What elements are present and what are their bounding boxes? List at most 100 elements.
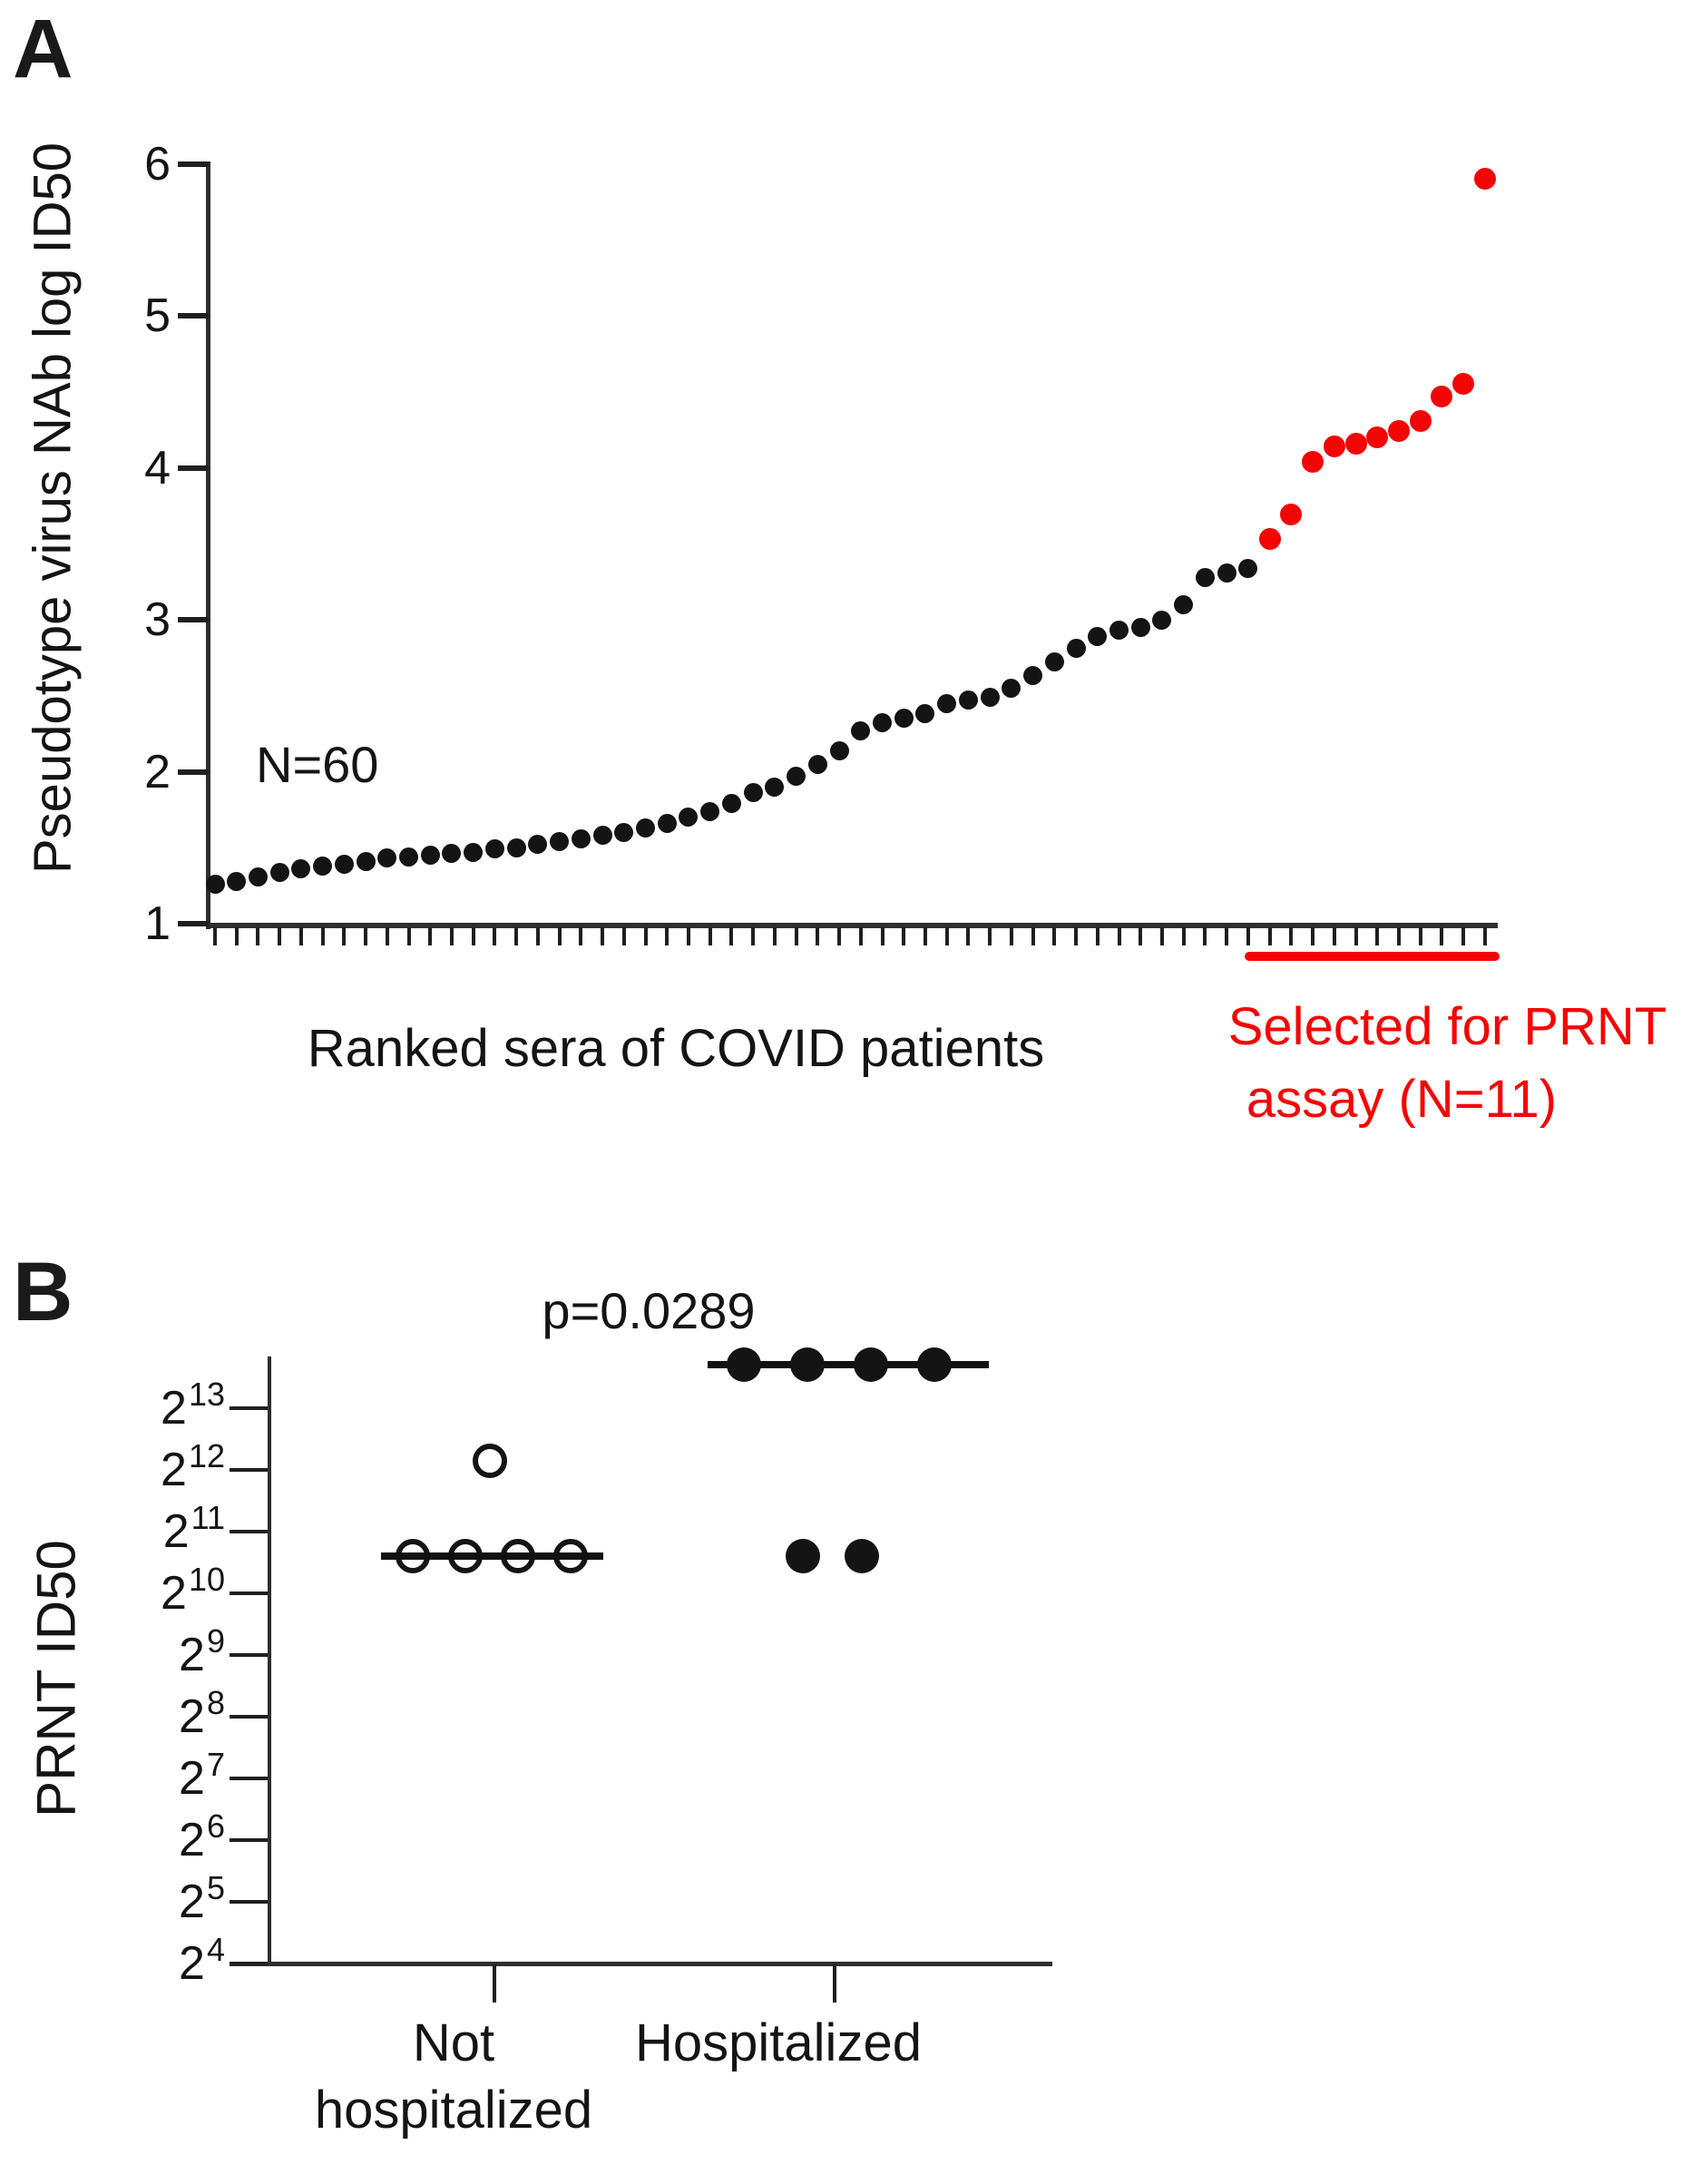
log2-exponent: 5 bbox=[206, 1869, 225, 1906]
panel-a-x-tick bbox=[579, 927, 583, 945]
data-point-filled bbox=[854, 1347, 888, 1383]
panel-a-x-tick bbox=[944, 927, 949, 945]
log2-exponent: 7 bbox=[206, 1746, 225, 1783]
data-point bbox=[765, 777, 785, 797]
panel-a-x-tick bbox=[729, 927, 734, 945]
selected-range-underline bbox=[1245, 952, 1500, 961]
panel-a-x-tick bbox=[493, 927, 497, 945]
panel-a-x-tick bbox=[1095, 927, 1099, 945]
panel-a-x-tick bbox=[621, 927, 626, 945]
data-point bbox=[743, 783, 763, 803]
data-point bbox=[550, 832, 570, 852]
data-point bbox=[571, 828, 591, 848]
data-point bbox=[679, 808, 699, 828]
panel-b-plot-area: 213 212 211 210 29 28 27 26 25 24 bbox=[0, 1180, 1681, 2184]
panel-b-y-tick-label: 210 bbox=[62, 1561, 225, 1628]
data-point bbox=[506, 837, 526, 857]
log2-base: 2 bbox=[161, 1382, 187, 1435]
data-point bbox=[334, 855, 354, 875]
log2-base: 2 bbox=[161, 1444, 187, 1496]
data-point bbox=[420, 846, 440, 866]
data-point bbox=[721, 794, 741, 814]
panel-a-y-tick-label: 2 bbox=[144, 745, 171, 798]
panel-b-y-tick bbox=[230, 1591, 268, 1595]
panel-a-y-tick-label: 6 bbox=[144, 137, 171, 191]
log2-exponent: 13 bbox=[188, 1376, 225, 1413]
panel-b-y-tick bbox=[230, 1468, 268, 1472]
data-point bbox=[528, 835, 548, 855]
panel-a-x-tick bbox=[1332, 927, 1336, 945]
panel-b-y-tick-label: 28 bbox=[62, 1684, 225, 1751]
panel-a-x-tick bbox=[471, 927, 475, 945]
data-point bbox=[873, 713, 893, 733]
data-point-selected bbox=[1258, 528, 1281, 551]
data-point bbox=[248, 867, 268, 886]
data-point bbox=[227, 871, 247, 891]
panel-a-x-tick bbox=[708, 927, 712, 945]
panel-b-y-tick bbox=[230, 1406, 268, 1410]
log2-base: 2 bbox=[179, 1937, 205, 1990]
median-line bbox=[708, 1361, 989, 1369]
data-point bbox=[980, 687, 1000, 707]
data-point-open bbox=[473, 1443, 507, 1478]
log2-base: 2 bbox=[179, 1875, 205, 1928]
panel-a-label: A bbox=[13, 3, 73, 95]
panel-a-x-tick bbox=[449, 927, 454, 945]
selected-annotation-line1: Selected for PRNT bbox=[1227, 997, 1667, 1056]
log2-base: 2 bbox=[162, 1505, 190, 1558]
panel-a-x-tick bbox=[1203, 927, 1207, 945]
panel-a-y-tick bbox=[178, 921, 209, 926]
panel-b-y-tick-label: 212 bbox=[62, 1437, 225, 1504]
panel-a-plot-area: 1 2 3 4 5 6 bbox=[144, 137, 1496, 950]
panel-a-x-tick bbox=[665, 927, 669, 945]
panel-a-x-tick bbox=[1482, 927, 1487, 945]
data-point-filled bbox=[786, 1539, 820, 1574]
panel-a-y-tick bbox=[178, 313, 209, 318]
data-point bbox=[1217, 563, 1236, 583]
data-point bbox=[442, 844, 462, 864]
data-point bbox=[1152, 610, 1172, 630]
data-point bbox=[636, 818, 656, 837]
panel-a-x-tick bbox=[816, 927, 820, 945]
panel-a-x-tick bbox=[751, 927, 756, 945]
panel-a-x-tick bbox=[1354, 927, 1358, 945]
data-point bbox=[700, 801, 720, 821]
panel-a-x-tick bbox=[1139, 927, 1143, 945]
panel-a-x-tick bbox=[278, 927, 282, 945]
log2-base: 2 bbox=[161, 1567, 187, 1620]
panel-a-x-tick bbox=[1440, 927, 1444, 945]
data-point bbox=[1238, 558, 1258, 578]
panel-b-y-tick-label: 25 bbox=[62, 1869, 225, 1936]
panel-a-x-axis-title: Ranked sera of COVID patients bbox=[307, 1019, 1045, 1078]
data-point-selected bbox=[1452, 373, 1475, 396]
panel-b-y-tick bbox=[230, 1838, 268, 1842]
panel-b-x-axis-line bbox=[230, 1962, 1052, 1966]
data-point bbox=[1066, 639, 1086, 659]
log2-exponent: 9 bbox=[206, 1622, 225, 1660]
data-point bbox=[1195, 567, 1215, 587]
data-point bbox=[1023, 666, 1043, 686]
log2-base: 2 bbox=[179, 1690, 205, 1743]
panel-a-y-axis-line bbox=[206, 162, 210, 929]
panel-a-x-tick bbox=[1009, 927, 1013, 945]
data-point-selected bbox=[1302, 450, 1324, 473]
data-point bbox=[807, 754, 827, 774]
panel-a-x-tick bbox=[923, 927, 927, 945]
data-point bbox=[291, 859, 311, 879]
panel-a-y-tick-label: 4 bbox=[144, 441, 171, 495]
log2-exponent: 6 bbox=[206, 1807, 225, 1845]
panel-a-x-tick bbox=[514, 927, 519, 945]
data-point bbox=[592, 826, 612, 846]
panel-a-x-tick bbox=[1396, 927, 1401, 945]
median-line bbox=[381, 1552, 603, 1561]
panel-a-x-tick bbox=[213, 927, 217, 945]
panel-a-x-tick bbox=[1181, 927, 1186, 945]
panel-a-x-tick bbox=[320, 927, 325, 945]
panel-a-x-tick bbox=[1117, 927, 1121, 945]
panel-a-x-tick bbox=[686, 927, 690, 945]
data-point bbox=[1044, 652, 1064, 672]
panel-a-n-annotation: N=60 bbox=[256, 736, 379, 793]
panel-a-x-tick bbox=[1267, 927, 1272, 945]
panel-a-x-tick bbox=[385, 927, 389, 945]
p-value-annotation: p=0.0289 bbox=[542, 1282, 756, 1339]
